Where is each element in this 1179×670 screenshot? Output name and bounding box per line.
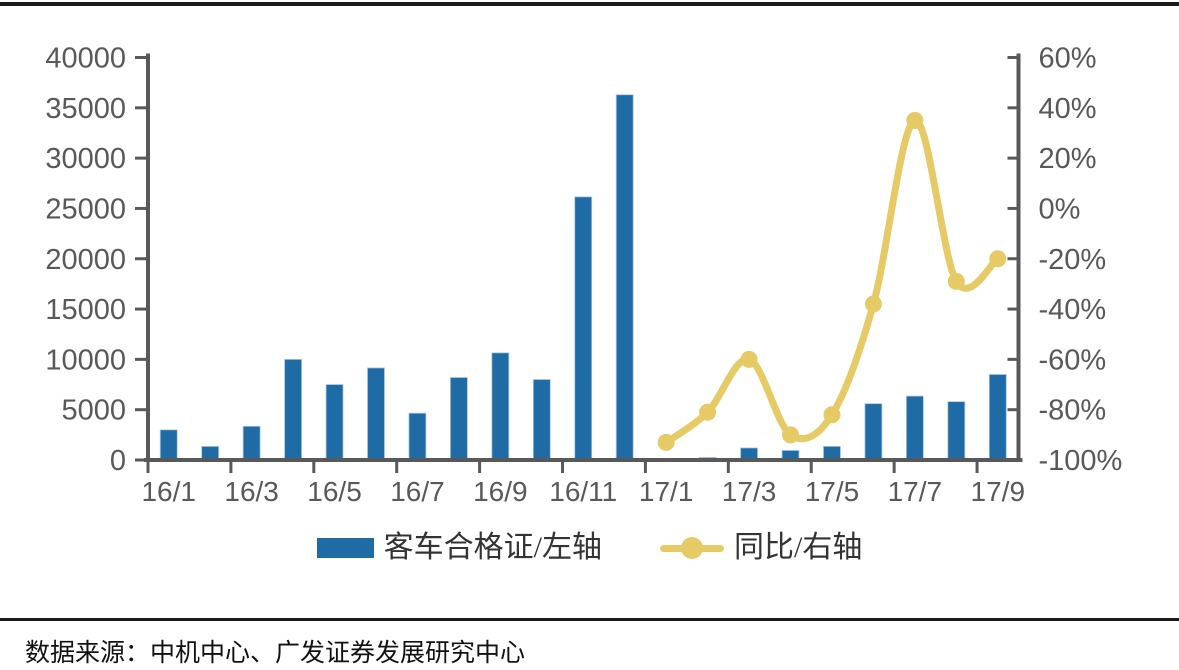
legend-item-line: 同比/右轴 xyxy=(660,533,862,563)
bar-17/8 xyxy=(947,401,966,461)
x-axis-label: 17/3 xyxy=(722,476,777,507)
left-axis-label: 20000 xyxy=(45,244,126,276)
left-axis-label: 10000 xyxy=(45,344,126,376)
x-axis-label: 17/7 xyxy=(888,476,943,507)
bar-16/2 xyxy=(201,446,220,461)
bar-series-swatch xyxy=(316,538,374,558)
line-marker xyxy=(740,350,758,368)
bar-16/4 xyxy=(284,358,302,461)
bar-16/5 xyxy=(325,384,344,461)
right-axis-label: 0% xyxy=(1039,193,1081,225)
right-axis-label: 40% xyxy=(1039,93,1097,125)
line-marker xyxy=(989,250,1007,268)
left-axis-label: 35000 xyxy=(45,93,126,125)
bar-17/9 xyxy=(988,374,1007,461)
bar-17/7 xyxy=(905,395,924,461)
line-marker xyxy=(782,426,800,444)
left-axis-label: 30000 xyxy=(45,143,126,175)
right-axis-label: -20% xyxy=(1039,244,1107,276)
bar-series-label: 客车合格证/左轴 xyxy=(383,531,602,564)
line-marker xyxy=(864,295,882,313)
bar-16/8 xyxy=(449,377,468,461)
line-series-label: 同比/右轴 xyxy=(734,531,863,564)
x-axis-label: 16/9 xyxy=(473,476,528,507)
line-marker xyxy=(657,433,675,451)
bar-16/10 xyxy=(532,379,551,461)
yoy-line xyxy=(662,116,1002,446)
chart-canvas: 0 5000 10000 15000 20000 25000 30000 35000 40000… xyxy=(45,43,1123,508)
left-axis-label: 25000 xyxy=(45,193,126,225)
left-axis-label: 40000 xyxy=(45,43,126,75)
x-axis-label: 16/5 xyxy=(307,476,362,507)
bar-16/9 xyxy=(491,352,510,461)
x-axis-label: 17/5 xyxy=(805,476,860,507)
x-axis-label: 16/7 xyxy=(390,476,445,507)
chart-legend: 客车合格证/左轴 同比/右轴 xyxy=(0,533,1179,563)
x-axis-label: 16/3 xyxy=(224,476,279,507)
bar-17/5 xyxy=(823,446,841,461)
bar-16/11 xyxy=(574,196,593,461)
line-marker xyxy=(906,111,924,129)
top-divider xyxy=(0,2,1179,6)
right-axis-label: -40% xyxy=(1039,294,1107,326)
line-marker xyxy=(823,406,841,424)
x-axis-label: 16/1 xyxy=(141,476,196,507)
left-axis-label: 15000 xyxy=(45,294,126,326)
left-axis-label: 0 xyxy=(110,445,126,477)
right-axis-label: 60% xyxy=(1039,43,1097,75)
right-axis-label: -60% xyxy=(1039,344,1107,376)
bar-16/1 xyxy=(159,429,178,461)
right-axis-label: -100% xyxy=(1039,445,1123,477)
x-axis-label: 16/11 xyxy=(549,476,617,507)
right-axis-label: -80% xyxy=(1039,395,1107,427)
bar-16/7 xyxy=(408,412,427,461)
bar-16/3 xyxy=(242,425,261,461)
combo-chart: 0 5000 10000 15000 20000 25000 30000 35000 40000… xyxy=(45,43,1123,508)
bar-17/6 xyxy=(864,403,883,461)
line-series-swatch xyxy=(660,537,724,559)
line-marker xyxy=(947,272,965,290)
x-axis-label: 17/1 xyxy=(639,476,694,507)
bar-16/12 xyxy=(615,94,634,461)
bar-16/6 xyxy=(367,367,385,461)
line-swatch-marker xyxy=(681,537,703,559)
data-source-note: 数据来源：中机中心、广发证券发展研究中心 xyxy=(25,640,526,667)
right-axis-label: 20% xyxy=(1039,143,1097,175)
legend-item-bar: 客车合格证/左轴 xyxy=(316,531,602,564)
bottom-divider xyxy=(0,618,1179,621)
line-marker xyxy=(699,403,717,421)
x-axis-label: 17/9 xyxy=(971,476,1026,507)
left-axis-label: 5000 xyxy=(61,395,126,427)
